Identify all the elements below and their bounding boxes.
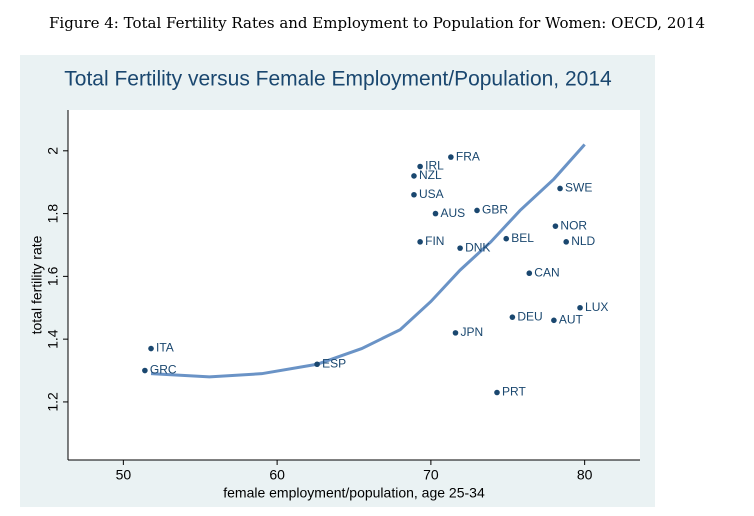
data-point [494, 389, 500, 396]
point-label: ITA [156, 341, 174, 355]
figure-caption: Figure 4: Total Fertility Rates and Empl… [49, 14, 705, 32]
point-label: PRT [502, 385, 526, 399]
point-label: NOR [560, 218, 587, 232]
data-point [474, 207, 480, 214]
point-label: LUX [585, 300, 608, 314]
data-point [551, 317, 557, 324]
data-point [411, 191, 417, 198]
point-label: GBR [482, 203, 508, 217]
data-point [417, 163, 423, 170]
data-point [509, 314, 516, 320]
data-point [457, 245, 463, 251]
point-label: CAN [534, 265, 559, 279]
point-label: JPN [460, 325, 483, 339]
point-label: DEU [517, 309, 542, 323]
y-tick-label: 1.4 [45, 329, 61, 349]
y-tick-label: 1.6 [45, 266, 61, 286]
data-point [452, 330, 459, 336]
point-label: NZL [419, 168, 442, 182]
data-point [552, 223, 559, 229]
point-label: FRA [456, 149, 480, 163]
data-point [577, 304, 583, 311]
x-tick-label: 50 [116, 467, 132, 483]
y-tick-label: 2 [45, 147, 61, 155]
data-point [411, 173, 417, 179]
data-point [148, 345, 154, 352]
data-point [563, 239, 569, 245]
point-label: IRL [425, 159, 444, 173]
data-point [417, 239, 423, 245]
x-tick-label: 70 [423, 467, 439, 483]
point-label: BEL [511, 231, 534, 245]
x-tick-label: 80 [577, 467, 593, 483]
chart-title: Total Fertility versus Female Employment… [64, 68, 612, 91]
fit-line [150, 143, 586, 379]
y-tick-label: 1.8 [45, 204, 61, 224]
data-point [314, 361, 320, 368]
point-label: DNK [465, 240, 490, 254]
x-axis-label: female employment/population, age 25-34 [223, 485, 485, 501]
data-point [448, 154, 454, 160]
point-label: FIN [425, 234, 444, 248]
point-label: AUS [440, 206, 465, 220]
data-point [142, 367, 148, 374]
data-point [557, 185, 563, 192]
point-label: NLD [571, 234, 595, 248]
point-label: GRC [150, 363, 177, 377]
plot-area [68, 110, 640, 460]
data-point [432, 210, 439, 217]
point-label: ESP [322, 356, 346, 370]
y-tick-label: 1.2 [45, 392, 61, 412]
point-label: USA [419, 187, 444, 201]
point-label: SWE [565, 181, 592, 195]
point-label: AUT [559, 312, 584, 326]
data-point [503, 235, 510, 242]
y-axis-label: total fertility rate [29, 235, 45, 334]
x-tick-label: 60 [269, 467, 285, 483]
data-point [526, 270, 533, 277]
